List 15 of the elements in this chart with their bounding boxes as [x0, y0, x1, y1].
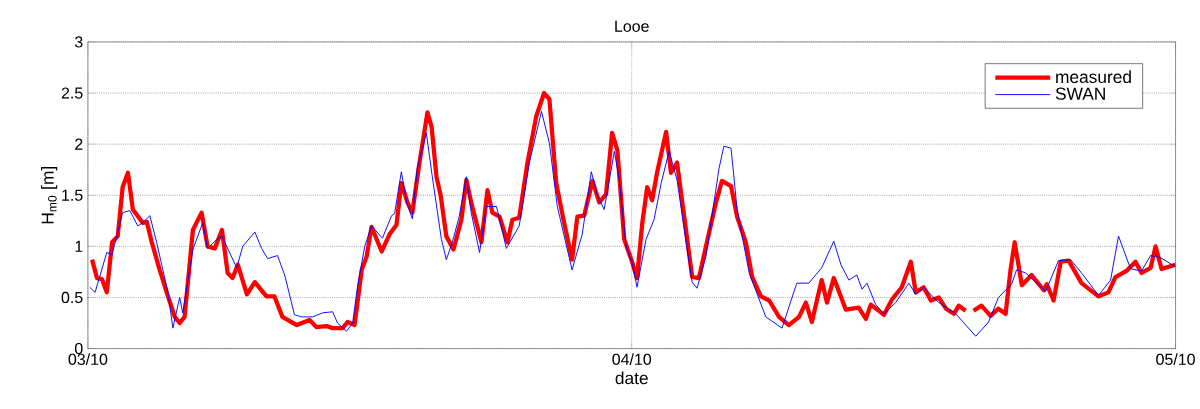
x-tick-label: 05/10 [1156, 353, 1195, 365]
y-tick-label: 2 [75, 138, 83, 150]
y-tick-label: 2.5 [61, 87, 83, 99]
y-tick-label: 3 [74, 36, 83, 48]
x-axis-title: date [615, 371, 648, 384]
legend-label: SWAN [1055, 87, 1105, 100]
y-axis-title: H$_{m0}$ [m] [41, 166, 58, 224]
y-tick-label: 1 [75, 240, 83, 252]
x-tick-label: 03/10 [68, 353, 108, 365]
x-tick-label: 04/10 [612, 353, 652, 365]
y-tick-label: 0 [74, 342, 83, 354]
y-tick-label: 0.5 [61, 291, 83, 303]
chart-title: Looe [615, 20, 649, 32]
y-tick-label: 1.5 [62, 189, 83, 201]
legend-label: measured [1056, 70, 1131, 83]
